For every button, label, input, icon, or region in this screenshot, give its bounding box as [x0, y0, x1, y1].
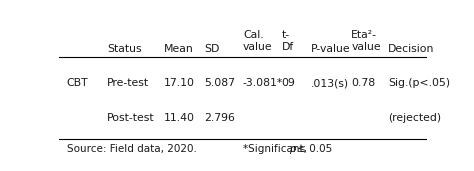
- Text: Sig.(p<.05): Sig.(p<.05): [388, 78, 450, 88]
- Text: Pre-test: Pre-test: [107, 78, 149, 88]
- Text: 09: 09: [282, 78, 295, 88]
- Text: 5.087: 5.087: [204, 78, 236, 88]
- Text: 0.78: 0.78: [351, 78, 375, 88]
- Text: Source: Field data, 2020.: Source: Field data, 2020.: [66, 144, 196, 154]
- Text: -3.081*: -3.081*: [243, 78, 283, 88]
- Text: SD: SD: [204, 44, 220, 54]
- Text: t-
Df: t- Df: [282, 30, 294, 52]
- Text: 11.40: 11.40: [164, 113, 195, 123]
- Text: 17.10: 17.10: [164, 78, 195, 88]
- Text: *Significant,: *Significant,: [243, 144, 310, 154]
- Text: (rejected): (rejected): [388, 113, 441, 123]
- Text: Cal.
value: Cal. value: [243, 30, 273, 52]
- Text: Mean: Mean: [164, 44, 194, 54]
- Text: ≤ 0.05: ≤ 0.05: [293, 144, 332, 154]
- Text: CBT: CBT: [66, 78, 88, 88]
- Text: Decision: Decision: [388, 44, 434, 54]
- Text: Post-test: Post-test: [107, 113, 155, 123]
- Text: Status: Status: [107, 44, 142, 54]
- Text: P-value: P-value: [311, 44, 350, 54]
- Text: .013(s): .013(s): [311, 78, 349, 88]
- Text: Eta²-
value: Eta²- value: [351, 30, 381, 52]
- Text: p: p: [289, 144, 295, 154]
- Text: 2.796: 2.796: [204, 113, 235, 123]
